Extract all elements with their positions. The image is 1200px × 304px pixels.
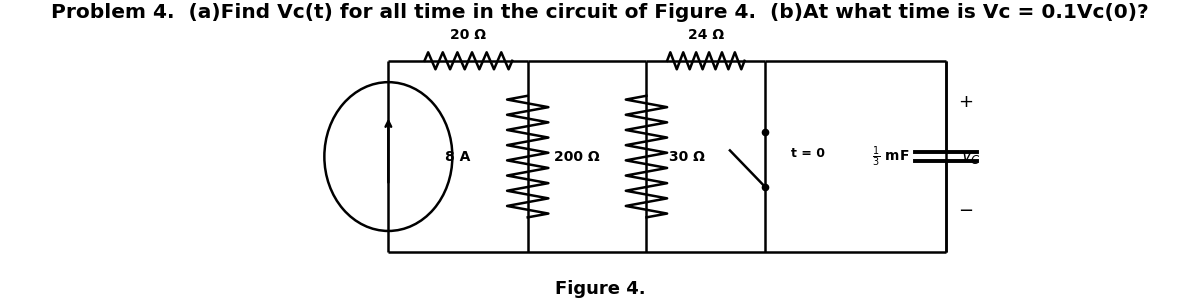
Text: t = 0: t = 0	[791, 147, 824, 160]
Text: Problem 4.  (a)Find Vc(t) for all time in the circuit of Figure 4.  (b)At what t: Problem 4. (a)Find Vc(t) for all time in…	[52, 3, 1148, 22]
Text: 200 Ω: 200 Ω	[553, 150, 599, 164]
Text: $\frac{1}{3}$ mF: $\frac{1}{3}$ mF	[872, 144, 910, 169]
Text: 24 Ω: 24 Ω	[688, 28, 724, 42]
Text: $v_C$: $v_C$	[961, 147, 982, 166]
Text: 20 Ω: 20 Ω	[450, 28, 486, 42]
Text: Figure 4.: Figure 4.	[554, 280, 646, 298]
Text: −: −	[959, 202, 973, 220]
Text: 8 A: 8 A	[445, 150, 470, 164]
Text: +: +	[959, 93, 973, 111]
Text: 30 Ω: 30 Ω	[670, 150, 706, 164]
